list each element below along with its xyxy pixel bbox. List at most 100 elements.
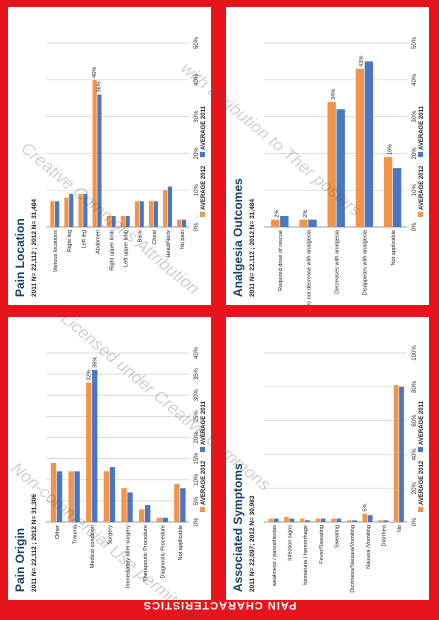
associated-symptoms-category-label: Sweating	[335, 525, 341, 548]
pain-location-bar	[134, 201, 140, 227]
analgesia-outcomes-category-label: Not applicable	[391, 230, 397, 265]
analgesia-outcomes-tick-label: 0%	[412, 222, 418, 231]
pain-origin-data-label: 36%	[93, 357, 99, 368]
pain-location-chart: Pain Location 2011 N= 22,112 ; 2012 N= 31…	[13, 36, 207, 297]
pain-origin-category-label: Other	[55, 525, 61, 539]
pain-location-legend-label: AVERAGE 2012	[201, 165, 207, 210]
pain-location-category-label: Chest	[152, 230, 158, 245]
pain-location-data-label: 40%	[92, 67, 98, 78]
pain-origin-bar	[144, 505, 151, 522]
analgesia-outcomes-tick-label: 30%	[412, 110, 418, 123]
analgesia-outcomes-category-label: Disappears with analgesia	[363, 229, 369, 295]
pain-location-legend-swatch	[200, 212, 205, 217]
analgesia-outcomes-data-label: 19%	[387, 144, 393, 155]
pain-location-bar	[111, 215, 116, 227]
pain-origin-category-label: Trauma	[72, 524, 78, 544]
pain-origin-category-label: Not applicable	[178, 525, 184, 560]
associated-symptoms-bar	[315, 518, 321, 522]
associated-symptoms-data-label: 5%	[362, 503, 368, 511]
pain-origin-subtitle: 2011 N= 22,112 ; 2012 N= 31,306	[31, 494, 38, 592]
pain-location-category-label: Head/Neck	[166, 230, 172, 258]
analgesia-outcomes-bar	[383, 157, 393, 227]
panel-pain-location: Pain Location 2011 N= 22,112 ; 2012 N= 31…	[8, 7, 211, 305]
analgesia-outcomes-category-label: Decreases with analgesia	[335, 229, 341, 294]
pain-origin-title: Pain Origin	[13, 528, 27, 592]
associated-symptoms-subtitle: 2011 N= 22,097; 2012 N= 30,983	[249, 495, 256, 592]
pain-location-category-label: Abdomen	[95, 230, 101, 254]
pain-origin-tick-label: 40%	[194, 346, 200, 359]
associated-symptoms-bar	[284, 516, 289, 522]
pain-location-bar	[92, 79, 97, 227]
analgesia-outcomes-legend-label: AVERAGE 2012	[419, 165, 425, 210]
pain-origin-bar	[127, 492, 133, 522]
analgesia-outcomes-chart: Analgesia Outcomes 2011 N= 22,112 ; 2012 …	[231, 36, 425, 305]
associated-symptoms-tick-label: 80%	[412, 380, 418, 393]
pain-origin-category-label: Diagnostic Procedure	[161, 525, 167, 578]
pain-location-bar	[148, 201, 154, 227]
analgesia-outcomes-tick-label: 10%	[412, 184, 418, 197]
associated-symptoms-bar	[305, 520, 310, 522]
analgesia-outcomes-data-label: 2%	[275, 210, 281, 218]
analgesia-outcomes-bar	[271, 219, 280, 227]
associated-symptoms-bar	[289, 518, 295, 522]
pain-origin-bar	[92, 369, 98, 522]
pain-location-bar	[167, 186, 173, 227]
analgesia-outcomes-bar	[327, 101, 336, 227]
analgesia-outcomes-bar	[308, 219, 317, 227]
pain-origin-bar	[103, 471, 110, 522]
pain-location-title: Pain Location	[13, 218, 27, 297]
analgesia-outcomes-category-label: It does not decrease with analgesia	[306, 229, 312, 305]
pain-location-tick-label: 20%	[194, 147, 200, 160]
analgesia-outcomes-bar	[299, 219, 308, 227]
pain-location-bar	[125, 215, 130, 227]
associated-symptoms-tick-label: 0%	[412, 517, 418, 526]
pain-origin-bar	[86, 382, 92, 522]
analgesia-outcomes-title: Analgesia Outcomes	[231, 178, 245, 297]
pain-location-bar	[120, 215, 125, 227]
pain-origin-tick-label: 20%	[194, 431, 200, 444]
pain-origin-bar	[138, 509, 145, 522]
pain-location-bar	[83, 193, 88, 227]
banner-title: PAIN CHARACTERISTICS	[142, 599, 297, 611]
pain-origin-tick-label: 15%	[194, 452, 200, 465]
pain-location-tick-label: 10%	[194, 184, 200, 197]
associated-symptoms-category-label: Infection signs	[288, 525, 294, 561]
pain-location-tick-label: 40%	[194, 73, 200, 86]
associated-symptoms-chart: Associated Symptoms 2011 N= 22,097; 2012 …	[231, 345, 425, 593]
analgesia-outcomes-category-label: Required dose of rescue	[278, 230, 284, 291]
pain-origin-bar	[68, 471, 74, 522]
analgesia-outcomes-legend-label: AVERAGE 2011	[419, 105, 425, 150]
pain-location-bar	[139, 201, 144, 227]
pain-location-bar	[97, 94, 102, 227]
pain-location-category-label: Left upper limb	[124, 230, 130, 267]
pain-origin-bar	[121, 488, 127, 522]
associated-symptoms-tick-label: 60%	[412, 414, 418, 427]
pain-location-category-label: Left leg	[81, 230, 87, 248]
pain-origin-bar	[50, 462, 57, 522]
associated-symptoms-bar	[331, 518, 336, 522]
pain-location-legend-label: AVERAGE 2011	[201, 105, 207, 150]
pain-origin-bar	[74, 471, 80, 522]
associated-symptoms-legend-label: AVERAGE 2012	[419, 460, 425, 505]
associated-symptoms-bar	[393, 385, 399, 522]
banner-title-wrap: PAIN CHARACTERISTICS	[22, 596, 417, 614]
associated-symptoms-bar	[352, 520, 357, 522]
panel-associated-symptoms: Associated Symptoms 2011 N= 22,097; 2012 …	[226, 317, 429, 600]
pain-origin-legend-swatch	[200, 447, 205, 452]
pain-origin-category-label: Immediately after surgery	[125, 525, 131, 588]
associated-symptoms-bar	[268, 518, 274, 522]
pain-origin-bar	[156, 517, 162, 522]
associated-symptoms-category-label: Diarrhea	[382, 524, 388, 546]
pain-location-category-label: Back	[138, 230, 144, 243]
pain-location-bar	[177, 219, 182, 227]
pain-location-category-label: No pain	[180, 230, 186, 249]
pain-location-tick-label: 30%	[194, 110, 200, 123]
associated-symptoms-bar	[346, 520, 352, 522]
pain-location-bar	[64, 197, 69, 227]
pain-location-bar	[153, 201, 158, 227]
pain-location-category-label: Various locations	[53, 230, 59, 272]
analgesia-outcomes-legend-swatch	[418, 152, 423, 157]
associated-symptoms-bar	[299, 518, 305, 522]
